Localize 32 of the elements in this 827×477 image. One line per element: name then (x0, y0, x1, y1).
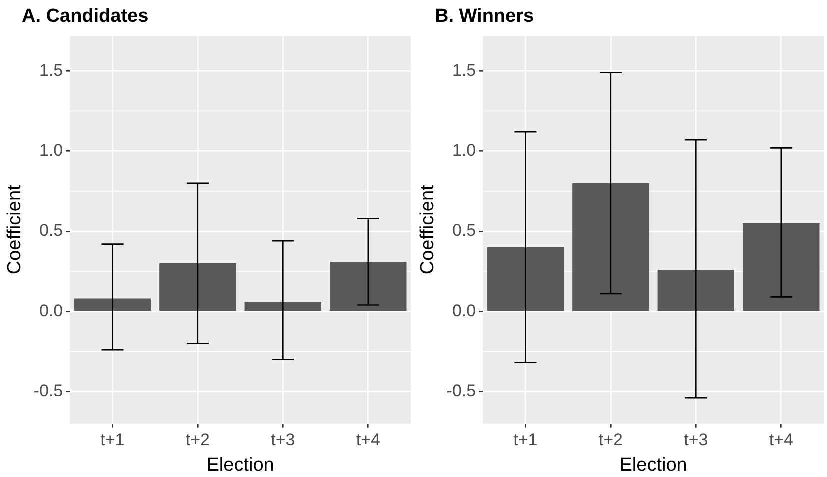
x-tick-label: t+1 (100, 430, 125, 450)
bar (743, 223, 820, 311)
x-tick-label: t+3 (271, 430, 296, 450)
bar (330, 262, 407, 311)
chart-title: A. Candidates (22, 6, 149, 28)
y-tick-label: 0.5 (452, 221, 476, 240)
chart-title: B. Winners (435, 6, 534, 28)
y-tick-label: 0.0 (39, 301, 64, 320)
bar (244, 302, 322, 311)
y-tick-label: 1.0 (452, 141, 476, 160)
x-axis-title: Election (620, 454, 688, 476)
x-tick-label: t+2 (598, 430, 623, 450)
y-tick-label: -0.5 (446, 381, 476, 400)
x-tick-label: t+2 (186, 430, 210, 450)
bar (74, 298, 152, 311)
y-axis-title: Coefficient (4, 184, 26, 275)
bar (487, 248, 564, 311)
x-tick-label: t+4 (356, 430, 380, 450)
x-tick-label: t+3 (684, 430, 708, 450)
bar (160, 264, 236, 311)
x-tick-label: t+4 (769, 430, 794, 450)
x-axis-title: Election (206, 454, 274, 476)
y-tick-label: 0.5 (39, 221, 64, 240)
y-tick-label: -0.5 (34, 381, 64, 400)
y-tick-label: 1.5 (39, 60, 64, 80)
y-tick-label: 0.0 (452, 301, 476, 320)
bar (658, 270, 735, 311)
y-axis-title: Coefficient (418, 184, 439, 275)
y-tick-label: 1.0 (39, 141, 64, 160)
bar (572, 183, 650, 311)
x-tick-label: t+1 (514, 430, 538, 450)
y-tick-label: 1.5 (452, 60, 476, 80)
